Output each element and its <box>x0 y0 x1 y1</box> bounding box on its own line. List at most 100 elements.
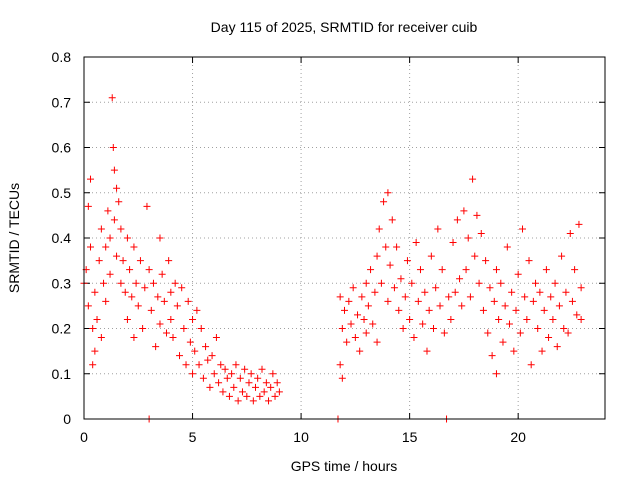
data-point <box>141 284 149 292</box>
data-point <box>215 379 223 387</box>
data-point <box>558 252 566 260</box>
data-point <box>412 239 420 247</box>
data-point <box>562 288 570 296</box>
data-point <box>95 257 103 265</box>
data-point <box>191 347 199 355</box>
data-point <box>486 284 494 292</box>
data-point <box>421 288 429 296</box>
data-point <box>484 329 492 337</box>
data-point <box>347 320 355 328</box>
data-point <box>449 239 457 247</box>
data-point <box>169 334 177 342</box>
data-point <box>117 279 125 287</box>
data-point <box>258 365 266 373</box>
data-point <box>100 279 108 287</box>
data-point <box>510 347 518 355</box>
data-point <box>566 229 574 237</box>
data-point <box>573 311 581 319</box>
data-point <box>341 306 348 314</box>
data-point <box>84 202 92 210</box>
data-point <box>247 370 255 378</box>
data-point <box>109 144 117 151</box>
x-axis-label: GPS time / hours <box>291 458 398 474</box>
data-point <box>514 270 522 278</box>
data-point <box>479 306 487 314</box>
data-point <box>382 243 390 251</box>
data-point <box>232 361 240 369</box>
data-point <box>445 293 453 301</box>
data-point <box>130 334 138 342</box>
data-point <box>362 329 370 337</box>
data-point <box>89 361 97 369</box>
data-point <box>117 225 125 233</box>
data-point <box>577 284 585 292</box>
data-point <box>410 334 418 342</box>
data-point <box>427 252 435 260</box>
data-point <box>432 284 440 292</box>
data-point <box>234 397 242 405</box>
data-point <box>525 257 533 265</box>
data-point <box>162 329 170 337</box>
data-point <box>395 306 403 314</box>
data-point <box>419 320 427 328</box>
data-point <box>152 343 160 351</box>
data-point <box>477 229 485 237</box>
data-point <box>269 370 277 378</box>
data-point <box>360 315 368 323</box>
data-point <box>134 302 142 310</box>
data-point <box>91 347 99 355</box>
data-point <box>217 361 225 369</box>
data-point <box>223 374 231 382</box>
data-point <box>219 388 227 396</box>
data-point <box>238 388 246 396</box>
data-point <box>189 370 197 378</box>
data-point <box>156 234 164 242</box>
data-point <box>260 388 268 396</box>
data-point <box>547 293 555 301</box>
data-point <box>132 279 140 287</box>
data-point <box>458 302 466 310</box>
data-point <box>225 392 233 400</box>
data-point <box>403 257 411 265</box>
data-point <box>123 315 131 323</box>
data-point <box>354 311 362 319</box>
data-point <box>380 198 388 206</box>
data-point <box>271 392 279 400</box>
data-point <box>167 288 175 296</box>
data-point <box>373 252 381 260</box>
data-point <box>126 266 134 274</box>
data-point <box>106 234 114 242</box>
data-point <box>97 225 105 233</box>
data-point <box>351 334 359 342</box>
y-tick-label: 0.3 <box>52 275 72 291</box>
data-point <box>492 266 500 274</box>
data-point <box>206 383 214 391</box>
data-point <box>265 397 273 405</box>
data-point <box>399 325 407 332</box>
data-point <box>254 374 262 382</box>
data-point <box>464 234 472 242</box>
plot-frame <box>83 56 606 420</box>
data-point <box>145 266 153 274</box>
data-point <box>176 352 184 360</box>
data-point <box>358 293 366 301</box>
data-point <box>577 315 585 323</box>
data-point <box>501 302 509 310</box>
data-point <box>503 243 511 251</box>
data-point <box>462 266 470 274</box>
data-point <box>451 288 459 296</box>
data-point <box>139 325 147 332</box>
data-point <box>401 293 409 301</box>
data-point <box>371 288 379 296</box>
data-point <box>519 225 527 233</box>
chart-title: Day 115 of 2025, SRMTID for receiver cui… <box>211 19 478 35</box>
data-point <box>171 279 179 287</box>
data-point <box>456 275 464 283</box>
data-point <box>136 257 144 265</box>
data-point <box>364 302 372 310</box>
data-point <box>91 288 99 296</box>
data-point <box>349 284 357 292</box>
data-point <box>475 279 483 287</box>
data-point <box>373 338 381 346</box>
y-tick-label: 0.6 <box>52 140 72 156</box>
